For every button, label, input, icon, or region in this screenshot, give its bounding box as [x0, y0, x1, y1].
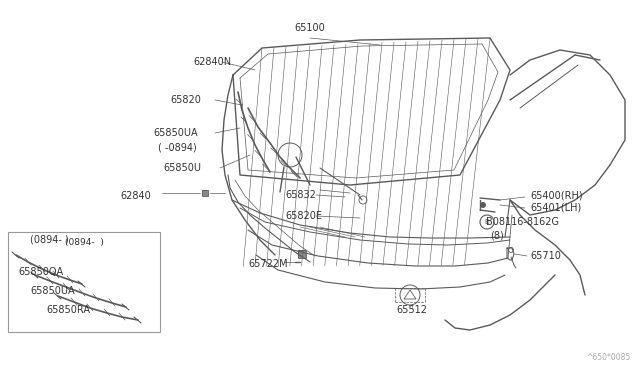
Text: 65850U: 65850U	[163, 163, 201, 173]
Bar	[8, 232, 160, 332]
Text: 65850UA: 65850UA	[153, 128, 198, 138]
Text: 65850QA: 65850QA	[18, 267, 63, 277]
Text: (0894-  ): (0894- )	[65, 237, 104, 247]
Text: 65820: 65820	[170, 95, 201, 105]
Text: ( -0894): ( -0894)	[158, 142, 196, 152]
Text: 65850UA: 65850UA	[30, 286, 75, 296]
Bar	[298, 250, 306, 258]
Text: 65512: 65512	[397, 305, 428, 315]
Text: 65401(LH): 65401(LH)	[530, 203, 581, 213]
Text: 65710: 65710	[530, 251, 561, 261]
Bar	[298, 250, 306, 258]
Text: B: B	[484, 219, 490, 225]
Text: 65400(RH): 65400(RH)	[530, 190, 582, 200]
Text: 62840N: 62840N	[193, 57, 231, 67]
Text: 65820E: 65820E	[285, 211, 322, 221]
Bar	[202, 190, 208, 196]
Text: 62840: 62840	[120, 191, 151, 201]
Text: (8): (8)	[490, 230, 504, 240]
Text: 65850RA: 65850RA	[46, 305, 90, 315]
Text: ^650*0085: ^650*0085	[586, 353, 630, 362]
Text: 65832: 65832	[285, 190, 316, 200]
Text: 65100: 65100	[294, 23, 325, 33]
Bar	[202, 190, 208, 196]
Circle shape	[480, 202, 486, 208]
Text: (0894- ): (0894- )	[30, 235, 68, 245]
Text: 65722M: 65722M	[248, 259, 287, 269]
Text: B08116-8162G: B08116-8162G	[486, 217, 559, 227]
